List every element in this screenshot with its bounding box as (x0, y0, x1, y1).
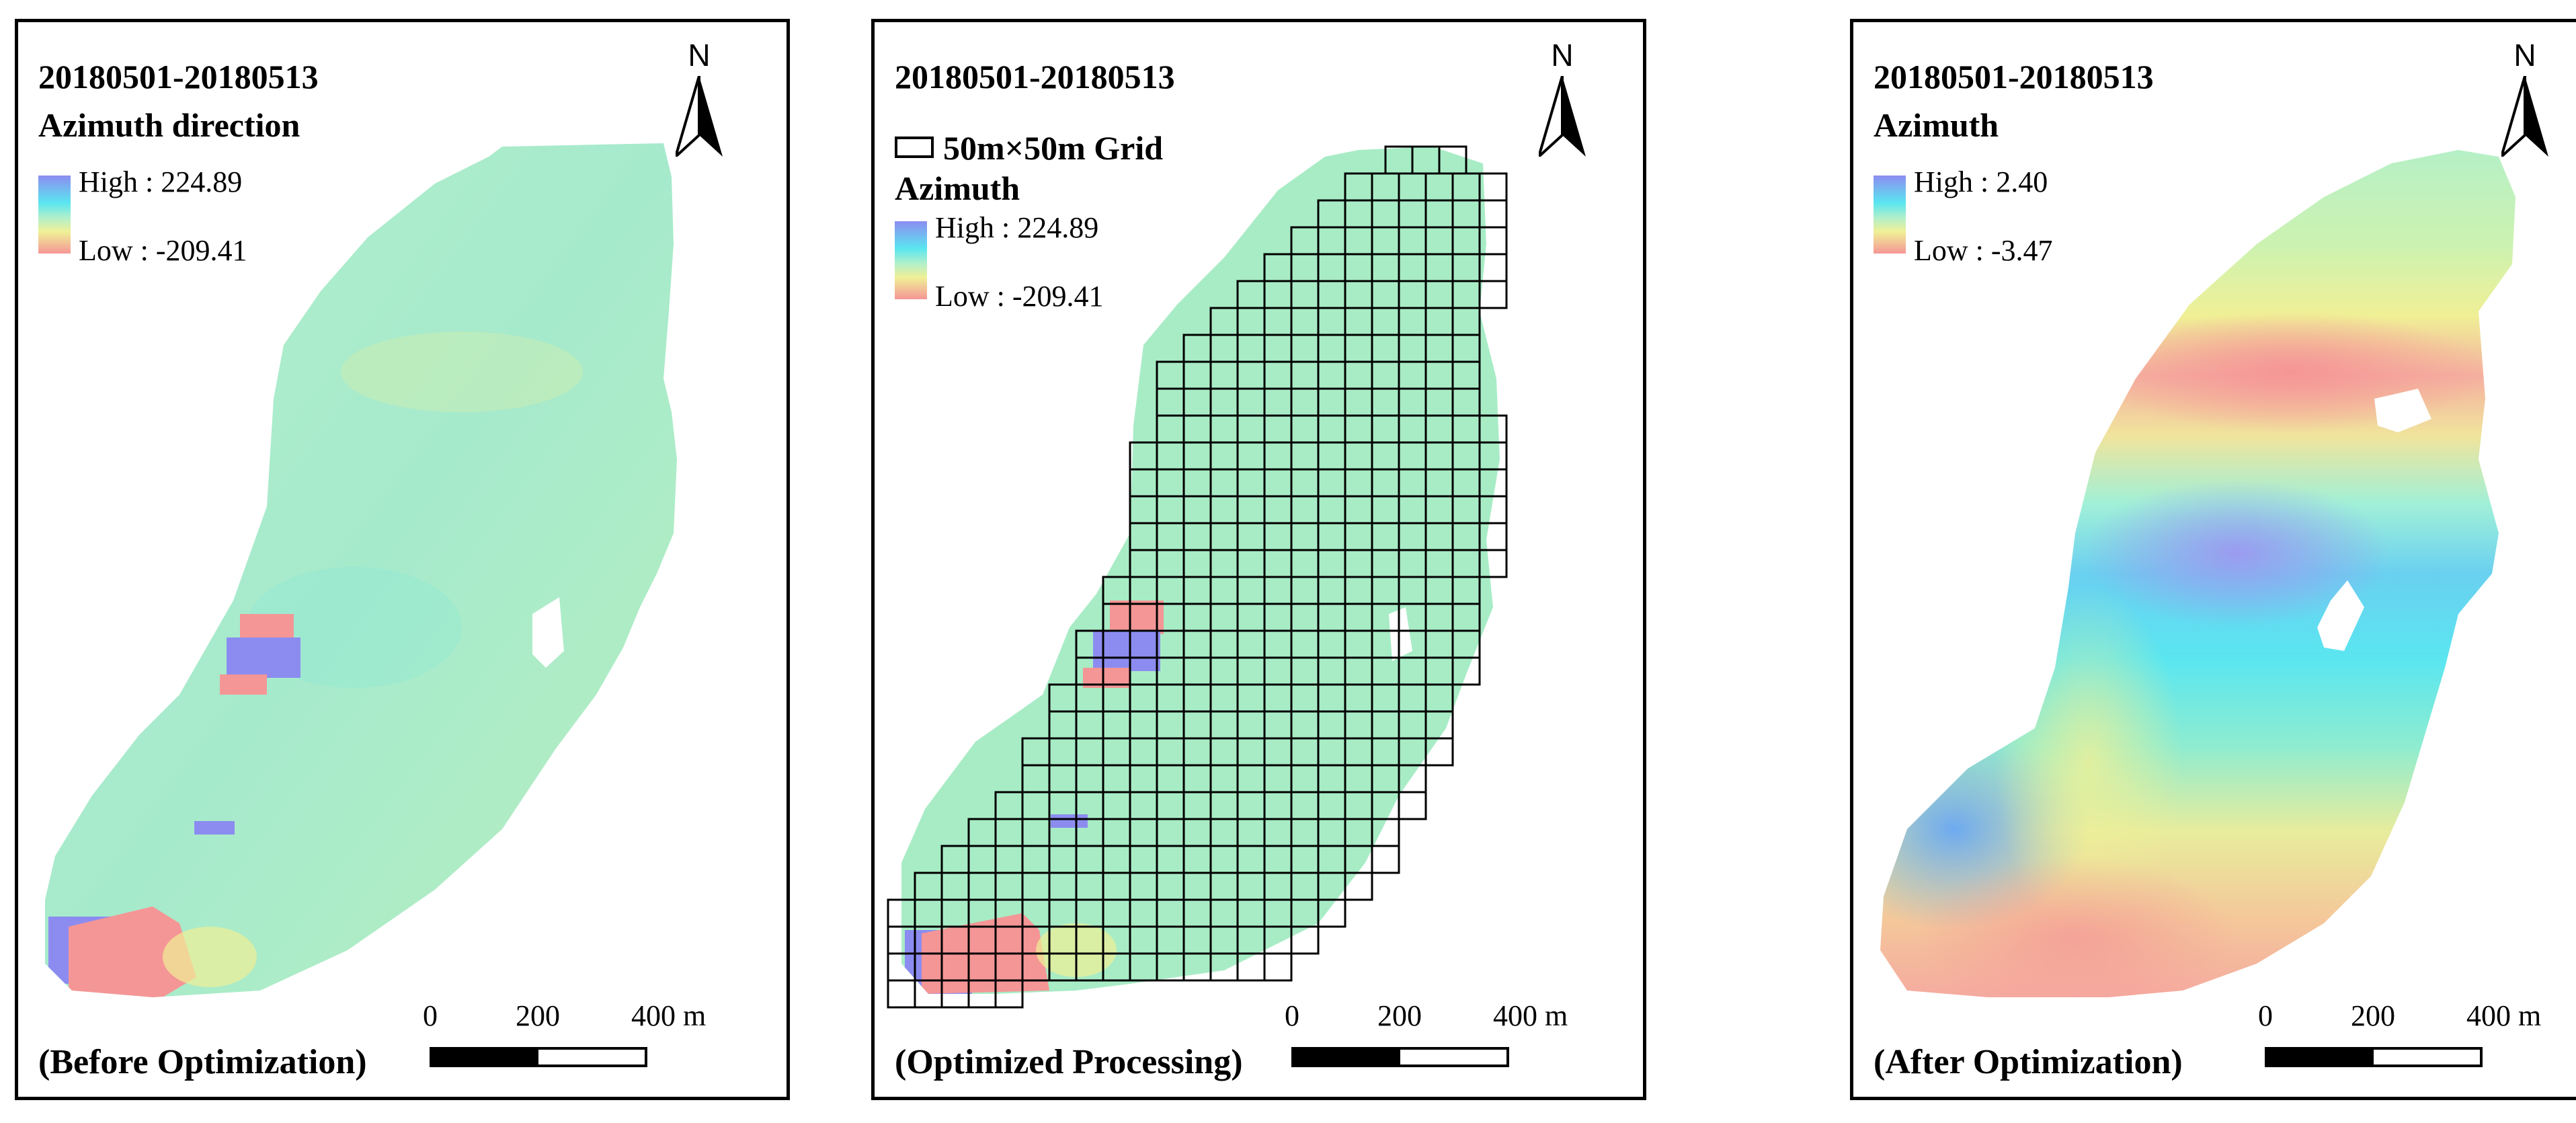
landslide-area-before (45, 143, 677, 997)
azimuth-map-before (45, 143, 677, 997)
scale-bar: 0 200 400 m (2258, 999, 2547, 1073)
landslide-area-optimized (901, 147, 1500, 994)
color-legend: High : 2.40 Low : -3.47 (1874, 165, 2156, 267)
legend-high-label: High : 224.89 (935, 211, 1099, 244)
grid-overlay (887, 145, 1508, 1009)
scale-tick-200: 200 (2351, 999, 2395, 1032)
grid-cell (1478, 280, 1508, 309)
grid-cell (1478, 549, 1508, 578)
scale-bar-graphic (1291, 1047, 1509, 1067)
legend-low-label: Low : -3.47 (1914, 234, 2053, 267)
map-panel-before: 20180501-20180513 Azimuth direction High… (15, 19, 790, 1100)
legend-low-label: Low : -209.41 (935, 280, 1104, 313)
north-arrow: N (669, 37, 729, 171)
legend-color-ramp (38, 176, 71, 254)
layer-title: Azimuth direction (38, 106, 300, 144)
north-arrow-icon (676, 76, 723, 157)
scale-tick-0: 0 (1285, 999, 1299, 1032)
scale-tick-400: 400 m (1493, 999, 1568, 1032)
north-arrow: N (1532, 37, 1593, 171)
landslide-area-after (1880, 150, 2515, 997)
scale-tick-0: 0 (423, 999, 438, 1032)
scale-bar: 0 200 400 m (1285, 999, 1574, 1073)
panel-caption: (Before Optimization) (38, 1043, 367, 1081)
layer-title: Azimuth (895, 169, 1020, 207)
scale-tick-400: 400 m (2466, 999, 2542, 1032)
grid-cell (1451, 656, 1481, 686)
azimuth-map-after (1880, 150, 2515, 997)
grid-cell (1263, 952, 1293, 982)
legend-color-ramp (1874, 176, 1906, 254)
scale-bar-graphic (430, 1047, 647, 1067)
legend-high-label: High : 224.89 (79, 165, 243, 198)
date-range-label: 20180501-20180513 (895, 58, 1175, 95)
north-label: N (2513, 38, 2536, 73)
grid-legend-label: 50m×50m Grid (943, 129, 1164, 167)
grid-cell (1424, 737, 1454, 767)
legend-color-ramp (895, 221, 927, 299)
north-arrow: N (2495, 37, 2555, 171)
grid-legend-swatch (895, 137, 934, 158)
north-label: N (688, 38, 711, 73)
azimuth-map-gridded (887, 145, 1508, 1009)
grid-cell (1371, 845, 1400, 874)
scale-bar: 0 200 400 m (423, 999, 712, 1073)
date-range-label: 20180501-20180513 (38, 58, 319, 95)
north-arrow-icon (2501, 76, 2548, 157)
grid-cell (887, 979, 916, 1009)
grid-cell (1290, 925, 1320, 955)
date-range-label: 20180501-20180513 (1874, 58, 2154, 95)
legend-low-label: Low : -209.41 (79, 234, 247, 267)
north-label: N (1551, 38, 1574, 73)
legend-high-label: High : 2.40 (1914, 165, 2048, 198)
grid-cell (994, 979, 1024, 1009)
panel-caption: (After Optimization) (1874, 1043, 2183, 1081)
anomaly-patches-before (48, 332, 583, 997)
scale-tick-200: 200 (516, 999, 560, 1032)
anomaly-patches-optimized (905, 601, 1412, 994)
scale-tick-0: 0 (2258, 999, 2273, 1032)
color-legend: High : 224.89 Low : -209.41 (895, 211, 1177, 313)
scale-tick-200: 200 (1377, 999, 1422, 1032)
color-legend: High : 224.89 Low : -209.41 (38, 165, 321, 267)
scale-tick-400: 400 m (631, 999, 707, 1032)
north-arrow-icon (1539, 76, 1586, 157)
grid-cell (1344, 872, 1373, 901)
layer-title: Azimuth (1874, 106, 1999, 144)
grid-cell (1398, 791, 1427, 820)
scale-bar-graphic (2265, 1047, 2483, 1067)
map-panel-after: 20180501-20180513 Azimuth High : 2.40 Lo… (1850, 19, 2576, 1100)
map-panel-optimized-processing: 20180501-20180513 50m×50m Grid Azimuth H… (871, 19, 1646, 1100)
panel-caption: (Optimized Processing) (895, 1043, 1243, 1081)
grid-cell (1317, 898, 1346, 928)
